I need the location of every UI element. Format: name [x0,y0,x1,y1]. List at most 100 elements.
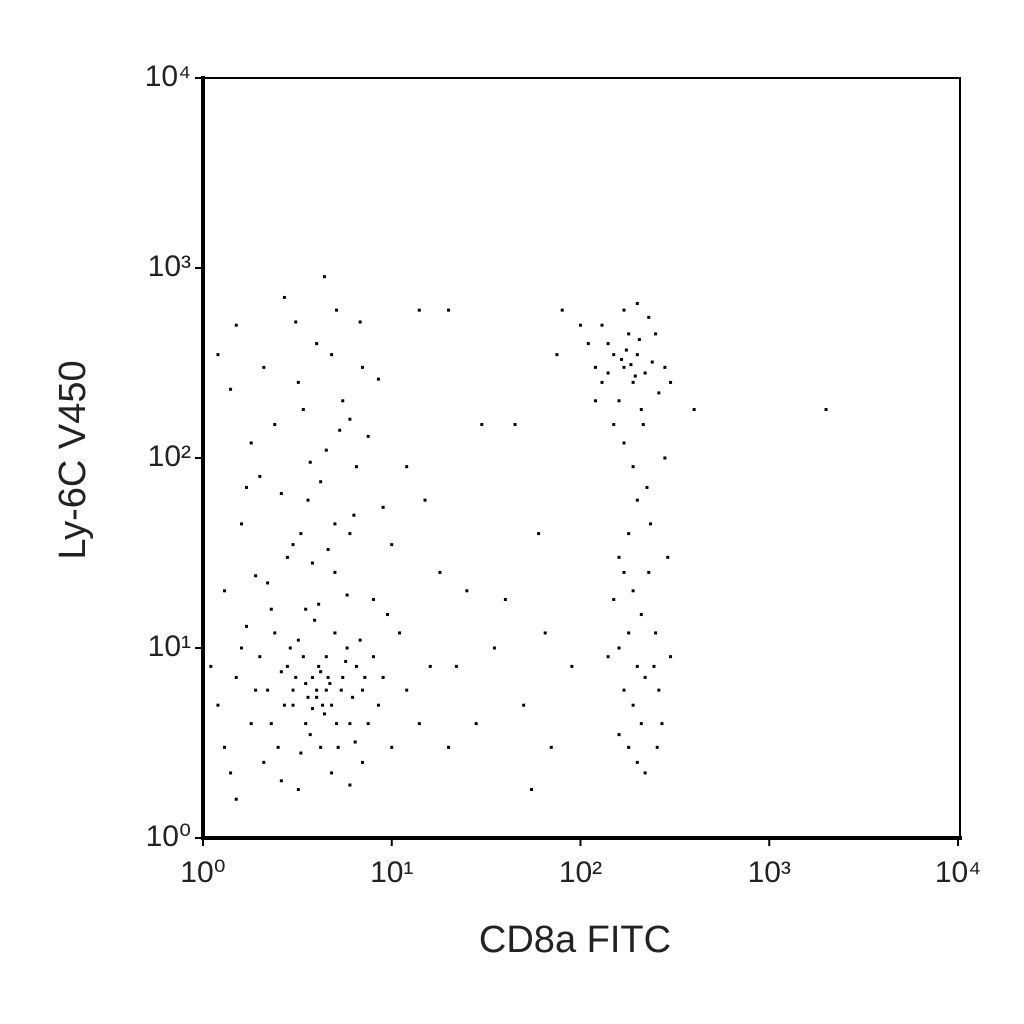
data-point [294,675,298,679]
data-point [639,722,643,726]
data-point [635,664,639,668]
data-point [513,836,517,840]
data-point [276,745,280,749]
data-point [209,664,213,668]
data-point [333,836,337,840]
data-point [315,836,319,840]
data-point [216,703,220,707]
data-point [617,733,621,737]
data-point [317,602,321,606]
data-point [304,722,308,726]
data-point [330,771,334,775]
data-point [336,745,340,749]
data-point [647,315,651,319]
data-point [366,722,370,726]
data-point [480,836,484,840]
data-point [622,688,626,692]
data-point [345,593,349,597]
data-point [229,771,233,775]
data-point [371,836,375,840]
data-point [269,722,273,726]
data-point [223,589,227,593]
data-point [341,399,345,403]
data-point [663,456,667,460]
data-point [447,836,451,840]
data-point [322,275,326,279]
data-point [649,522,653,526]
data-point [631,589,635,593]
data-point [617,555,621,559]
data-point [273,423,277,427]
data-point [612,597,616,601]
data-point [600,836,604,840]
data-point [310,707,314,711]
data-point [669,380,673,384]
data-point [262,760,266,764]
data-point [269,607,273,611]
data-point [266,581,270,585]
data-point [620,357,624,361]
data-point [254,574,258,578]
data-point [306,498,310,502]
data-point [560,308,564,312]
y-tick-label: 10¹ [148,630,191,663]
data-point [681,836,685,840]
data-point [624,348,628,352]
data-point [600,323,604,327]
data-point [244,624,248,628]
data-point [321,703,325,707]
data-point [529,787,533,791]
data-point [279,492,283,496]
data-point [234,797,238,801]
data-point [348,532,352,536]
data-point [324,688,328,692]
data-point [617,646,621,650]
data-point [361,365,365,369]
x-tick-label: 10³ [748,856,791,889]
data-point [249,722,253,726]
data-point [612,836,616,840]
data-point [666,555,670,559]
data-point [291,836,295,840]
data-point [428,664,432,668]
data-point [639,613,643,617]
data-point [637,338,641,342]
y-tick-label: 10² [148,440,191,473]
y-axis-title: Ly-6C V450 [52,360,94,559]
data-point [617,399,621,403]
data-point [296,380,300,384]
data-point [361,760,365,764]
data-point [315,695,319,699]
data-point [328,682,332,686]
data-point [692,407,696,411]
data-point [447,745,451,749]
plot-frame [202,77,961,839]
data-point [622,441,626,445]
data-point [335,722,339,726]
data-point [229,387,233,391]
data-point [348,417,352,421]
data-point [655,745,659,749]
data-point [824,407,828,411]
data-point [354,465,358,469]
x-tick-label: 10¹ [370,856,413,889]
data-point [223,745,227,749]
data-point [322,712,326,716]
data-point [635,760,639,764]
data-point [317,664,321,668]
data-point [258,474,262,478]
data-point [326,675,330,679]
data-point [279,670,283,674]
data-point [345,646,349,650]
data-point [474,722,478,726]
data-point [657,836,661,840]
data-point [560,836,564,840]
data-point [652,664,656,668]
data-point [301,655,305,659]
data-point [330,703,334,707]
data-point [627,745,631,749]
data-point [279,779,283,783]
data-point [341,675,345,679]
data-point [296,787,300,791]
